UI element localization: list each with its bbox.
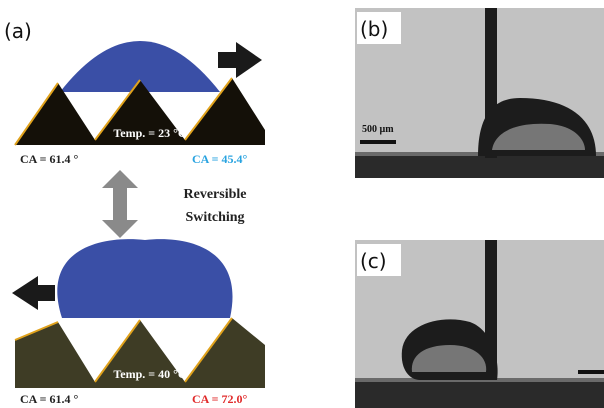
contact-angle: CA = 72.0° — [192, 392, 248, 406]
scale-bar — [578, 370, 604, 374]
double-arrow — [102, 170, 138, 238]
switch-text: Reversible — [184, 187, 247, 202]
scale-label: 500 µm — [362, 124, 394, 135]
panel-label: (a) — [4, 19, 32, 43]
scale-bar — [360, 140, 396, 144]
temperature: Temp. = 40 °C — [113, 367, 186, 381]
arrow-left — [12, 276, 55, 310]
switch-text: Switching — [185, 210, 244, 225]
panel-label: (b) — [360, 17, 388, 41]
figure: (a) Temp. = 23 °C CA = 61.4 ° CA = 45.4°… — [0, 0, 604, 408]
contact-angle: CA = 45.4° — [192, 152, 248, 166]
arrow-right — [218, 42, 262, 78]
contact-angle: CA = 61.4 ° — [20, 152, 79, 166]
contact-angle: CA = 61.4 ° — [20, 392, 79, 406]
droplet — [57, 239, 232, 318]
substrate — [355, 378, 604, 408]
temperature: Temp. = 23 °C — [113, 126, 186, 140]
panel-label: (c) — [360, 249, 387, 273]
